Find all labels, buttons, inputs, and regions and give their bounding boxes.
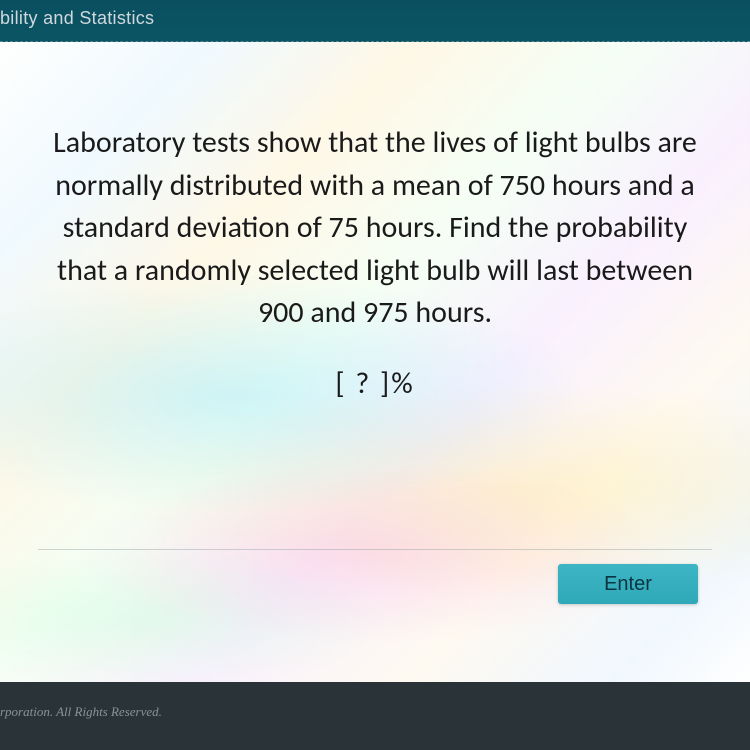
footer-text: rporation. All Rights Reserved. <box>0 704 162 719</box>
header-title: bility and Statistics <box>0 8 154 28</box>
footer-bar: rporation. All Rights Reserved. <box>0 682 750 750</box>
enter-button[interactable]: Enter <box>558 564 698 604</box>
content-panel: Laboratory tests show that the lives of … <box>0 42 750 682</box>
separator-line <box>38 549 712 550</box>
header-bar: bility and Statistics <box>0 0 750 42</box>
answer-placeholder[interactable]: [ ? ]% <box>50 365 700 402</box>
problem-text: Laboratory tests show that the lives of … <box>50 122 700 335</box>
